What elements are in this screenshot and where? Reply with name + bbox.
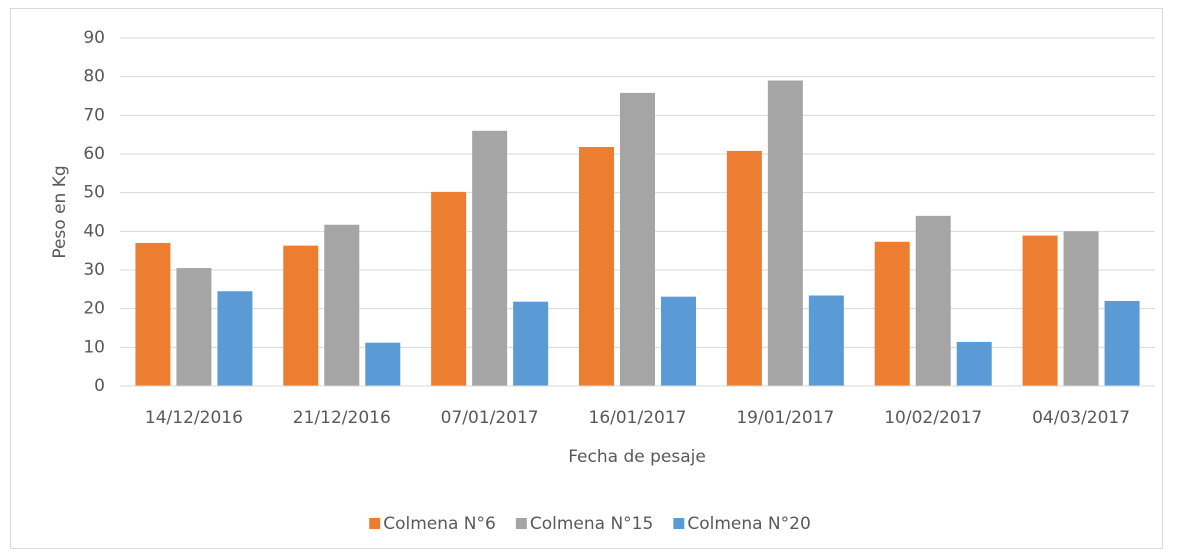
y-tick-label: 60: [83, 144, 105, 164]
bar: [324, 224, 360, 386]
y-tick-label: 80: [83, 67, 105, 87]
y-tick-label: 40: [83, 221, 105, 241]
x-tick-label: 10/02/2017: [884, 408, 982, 428]
legend-swatch: [369, 518, 381, 529]
x-axis-label: Fecha de pesaje: [568, 447, 706, 467]
bar: [726, 150, 762, 386]
bar: [176, 268, 212, 386]
x-tick-label: 07/01/2017: [441, 408, 539, 428]
bar: [1063, 231, 1099, 386]
bar: [661, 296, 696, 386]
bar: [472, 130, 508, 386]
bar: [915, 215, 951, 386]
x-tick-label: 16/01/2017: [589, 408, 687, 428]
x-tick-label: 04/03/2017: [1032, 408, 1130, 428]
x-tick-label: 19/01/2017: [736, 408, 834, 428]
bar: [767, 80, 803, 387]
y-tick-label: 30: [83, 260, 105, 280]
bar: [620, 92, 655, 386]
x-tick-label: 21/12/2016: [293, 408, 391, 428]
bar: [956, 341, 992, 386]
legend: Colmena N°6 Colmena N°15 Colmena N°20: [369, 514, 811, 534]
bar: [874, 241, 910, 386]
bar: [1104, 300, 1140, 386]
bar: [283, 245, 319, 386]
legend-swatch: [673, 518, 685, 529]
bar: [431, 191, 467, 386]
y-tick-label: 70: [83, 105, 105, 125]
y-tick-label: 10: [83, 337, 105, 357]
y-tick-label: 20: [83, 299, 105, 319]
bar: [579, 147, 614, 386]
legend-label: Colmena N°20: [687, 514, 810, 534]
bar: [365, 342, 401, 386]
y-tick-label: 90: [83, 28, 105, 48]
bar: [808, 295, 844, 386]
y-axis-label: Peso en Kg: [50, 165, 70, 258]
y-tick-label: 50: [83, 183, 105, 203]
legend-swatch: [515, 518, 527, 529]
bar: [135, 242, 171, 386]
x-tick-label: 14/12/2016: [145, 408, 243, 428]
bar: [217, 291, 253, 386]
bar: [513, 301, 549, 386]
bar: [1022, 235, 1058, 386]
y-tick-label: 0: [94, 376, 105, 396]
legend-label: Colmena N°15: [530, 514, 653, 534]
legend-label: Colmena N°6: [383, 514, 496, 534]
